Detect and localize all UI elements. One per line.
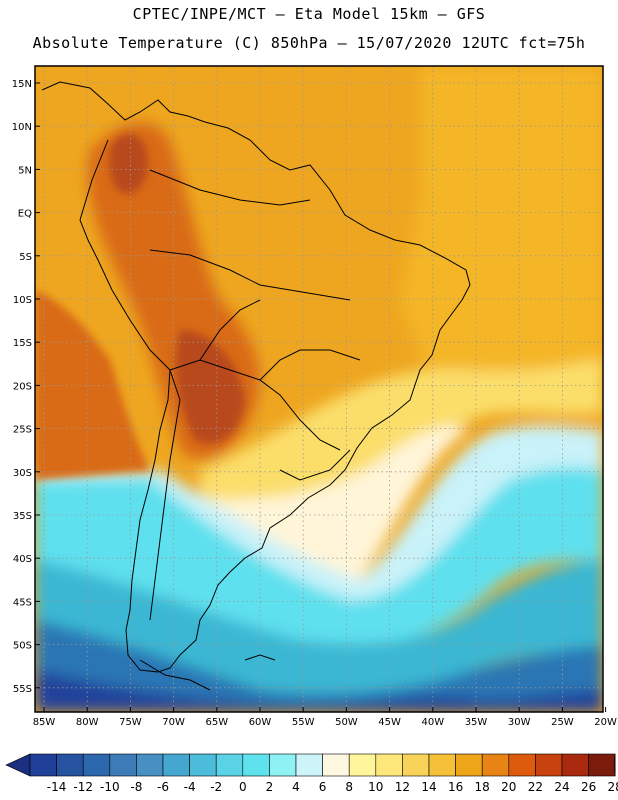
colorbar-swatch <box>322 753 350 777</box>
colorbar-label: 6 <box>319 780 327 794</box>
lat-label: 15S <box>13 338 32 349</box>
colorbar-swatch <box>295 753 323 777</box>
colorbar-swatch <box>29 753 57 777</box>
colorbar-label: 22 <box>528 780 543 794</box>
lat-label: 10S <box>13 295 32 306</box>
colorbar-swatch <box>508 753 536 777</box>
lon-label: 70W <box>162 717 185 728</box>
lon-label: 20W <box>594 717 617 728</box>
colorbar-swatch <box>481 753 510 777</box>
lat-label: 5N <box>18 165 32 176</box>
colorbar-label: 20 <box>501 780 516 794</box>
lat-label: 55S <box>13 684 32 695</box>
lat-label: 45S <box>13 597 32 608</box>
field-hot1 <box>175 330 245 444</box>
lat-label: 50S <box>13 641 32 652</box>
colorbar-label: -12 <box>73 780 93 794</box>
lat-label: 10N <box>12 122 32 133</box>
colorbar-label: 0 <box>239 780 247 794</box>
colorbar-swatch <box>348 753 377 777</box>
colorbar-label: 16 <box>448 780 463 794</box>
coastlines-borders <box>41 81 471 691</box>
colorbar-low-arrow <box>5 753 31 777</box>
colorbar-label: 28 <box>608 780 618 794</box>
lon-label: 80W <box>76 717 99 728</box>
lat-label: 20S <box>13 381 32 392</box>
colorbar-high-arrow <box>613 753 616 777</box>
colorbar-label: 12 <box>395 780 410 794</box>
colorbar-swatch <box>402 753 430 777</box>
lon-label: 25W <box>551 717 574 728</box>
colorbar-label: -14 <box>47 780 67 794</box>
lon-label: 60W <box>249 717 272 728</box>
chart-title-line1: CPTEC/INPE/MCT — Eta Model 15km — GFS <box>132 5 486 23</box>
field-db <box>35 670 603 712</box>
colorbar-swatch <box>375 753 403 777</box>
colorbar-swatch <box>56 753 84 777</box>
lat-label: 30S <box>13 468 32 479</box>
field-te <box>35 560 603 695</box>
colorbar-label: -10 <box>100 780 120 794</box>
lon-label: 35W <box>465 717 488 728</box>
colorbar-label: 8 <box>345 780 353 794</box>
map-frame <box>34 65 604 713</box>
field-pac <box>35 290 150 480</box>
field-bl <box>35 620 603 712</box>
colorbar-label: -6 <box>157 780 169 794</box>
lat-label: 5S <box>19 252 32 263</box>
colorbar-label: 18 <box>475 780 490 794</box>
colorbar-swatch <box>428 753 456 777</box>
field-hot2 <box>109 134 149 194</box>
colorbar-label: 10 <box>368 780 383 794</box>
lon-label: 55W <box>292 717 315 728</box>
lon-label: 65W <box>205 717 228 728</box>
colorbar-label: 26 <box>581 780 596 794</box>
colorbar-swatch <box>162 753 190 777</box>
longitude-labels: 85W 80W 75W 70W 65W 60W 55W 50W 45W 40W 35W 30W 25W 2… <box>33 707 617 728</box>
colorbar-label: 2 <box>266 780 274 794</box>
colorbar-label: 24 <box>554 780 569 794</box>
colorbar-label: -2 <box>210 780 222 794</box>
colorbar-label: 14 <box>421 780 436 794</box>
colorbar-label: -4 <box>184 780 196 794</box>
colorbar: -14 -12 -10 -8 -6 -4 -2 0 2 4 6 8 10 12 14 16 18 20 22 24 26… <box>5 753 618 794</box>
lon-label: 40W <box>421 717 444 728</box>
colorbar-swatch <box>269 753 297 777</box>
temperature-field <box>35 66 603 712</box>
lon-label: 50W <box>335 717 358 728</box>
colorbar-swatch <box>136 753 164 777</box>
field-yo <box>400 66 603 420</box>
temperature-map: 15N 10N 5N EQ 5S 10S 15S 20S 25S 30S 35S 40S 45S 50S 5… <box>12 65 617 728</box>
colorbar-swatch <box>588 753 616 777</box>
lon-label: 85W <box>33 717 56 728</box>
colorbar-swatch <box>242 753 270 777</box>
latitude-labels: 15N 10N 5N EQ 5S 10S 15S 20S 25S 30S 35S 40S 45S 50S 5… <box>12 79 40 695</box>
lat-label: 25S <box>13 425 32 436</box>
colorbar-swatch <box>215 753 244 777</box>
colorbar-swatch <box>109 753 137 777</box>
chart-title-line2: Absolute Temperature (C) 850hPa — 15/07/… <box>32 34 586 52</box>
lon-label: 30W <box>508 717 531 728</box>
lon-label: 75W <box>119 717 142 728</box>
colorbar-swatch <box>561 753 589 777</box>
colorbar-swatch <box>535 753 563 777</box>
colorbar-label: -8 <box>130 780 142 794</box>
lat-label: EQ <box>18 209 32 220</box>
lat-label: 40S <box>13 554 32 565</box>
colorbar-swatch <box>82 753 111 777</box>
colorbar-swatch <box>455 753 483 777</box>
lat-label: 35S <box>13 511 32 522</box>
colorbar-swatch <box>189 753 217 777</box>
lon-label: 45W <box>378 717 401 728</box>
lat-label: 15N <box>12 79 32 90</box>
colorbar-label: 4 <box>292 780 300 794</box>
lat-lon-grid <box>35 66 603 712</box>
